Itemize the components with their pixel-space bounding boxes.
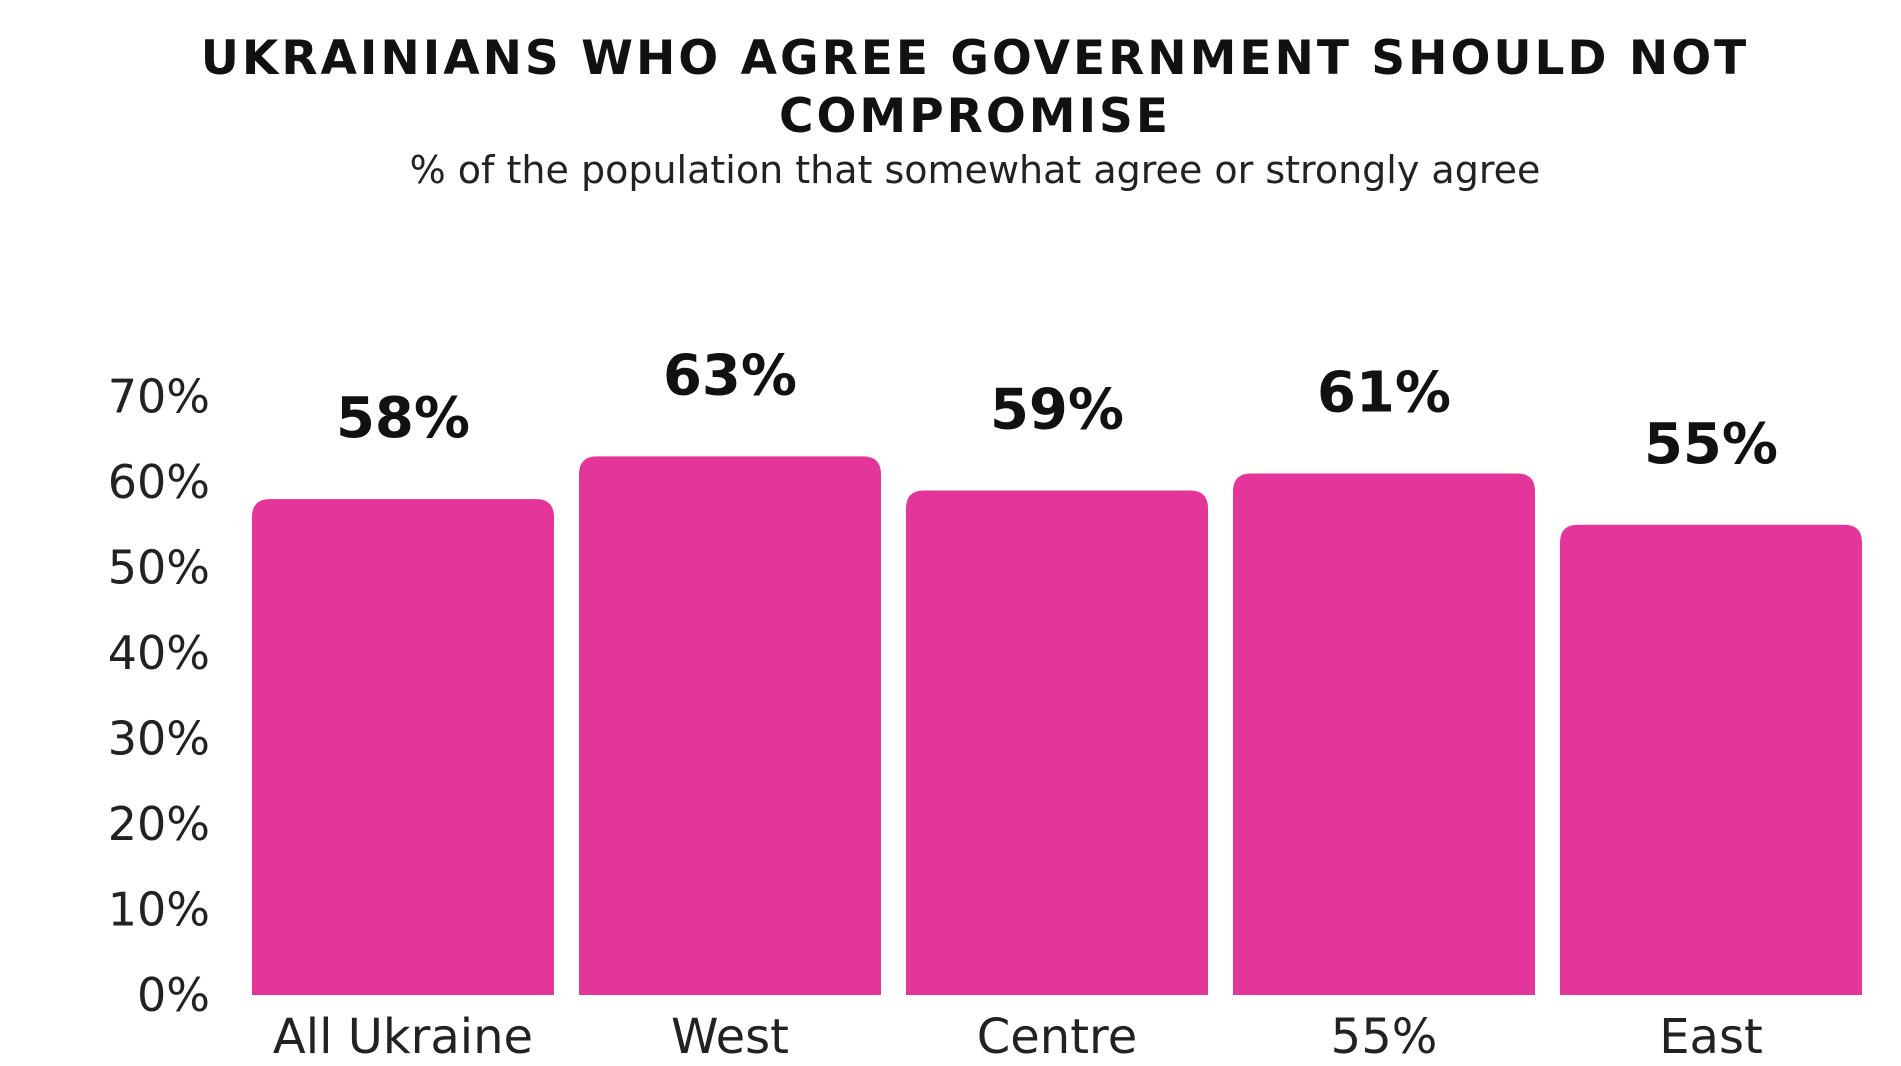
- bar: [906, 490, 1208, 995]
- bar-value-label: 58%: [336, 386, 470, 451]
- y-tick-label: 10%: [108, 883, 210, 937]
- category-label: Centre: [977, 1009, 1138, 1065]
- bar-value-label: 55%: [1644, 412, 1778, 477]
- category-label: East: [1659, 1009, 1763, 1065]
- y-tick-label: 70%: [108, 370, 210, 424]
- chart-subtitle: % of the population that somewhat agree …: [409, 148, 1541, 192]
- bar: [1560, 524, 1862, 995]
- category-label: 55%: [1331, 1009, 1438, 1065]
- y-tick-label: 50%: [108, 541, 210, 595]
- bar: [252, 499, 554, 995]
- y-tick-label: 0%: [137, 968, 210, 1022]
- bar-value-label: 61%: [1317, 360, 1451, 425]
- bar: [579, 456, 881, 996]
- category-label: West: [671, 1009, 789, 1065]
- y-tick-label: 40%: [108, 626, 210, 680]
- y-tick-label: 60%: [108, 455, 210, 509]
- chart-title: UKRAINIANS WHO AGREE GOVERNMENT SHOULD N…: [200, 31, 1750, 144]
- bar-value-label: 63%: [663, 343, 797, 408]
- bar-value-label: 59%: [990, 378, 1124, 443]
- bar: [1233, 473, 1535, 995]
- category-label: All Ukraine: [273, 1009, 533, 1065]
- y-tick-label: 30%: [108, 712, 210, 766]
- y-tick-label: 20%: [108, 797, 210, 851]
